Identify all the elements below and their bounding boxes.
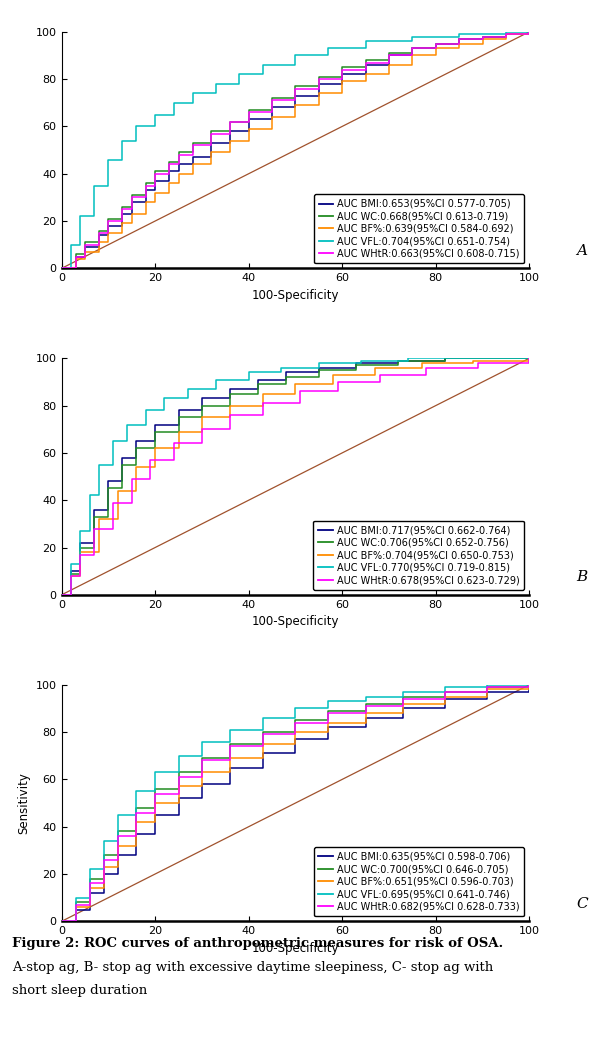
Legend: AUC BMI:0.717(95%CI 0.662-0.764), AUC WC:0.706(95%CI 0.652-0.756), AUC BF%:0.704: AUC BMI:0.717(95%CI 0.662-0.764), AUC WC… [314,521,524,590]
Legend: AUC BMI:0.635(95%CI 0.598-0.706), AUC WC:0.700(95%CI 0.646-0.705), AUC BF%:0.651: AUC BMI:0.635(95%CI 0.598-0.706), AUC WC… [314,847,524,916]
Y-axis label: Sensitivity: Sensitivity [17,772,30,834]
Text: short sleep duration: short sleep duration [12,984,148,997]
Text: A-stop ag, B- stop ag with excessive daytime sleepiness, C- stop ag with: A-stop ag, B- stop ag with excessive day… [12,961,493,973]
Text: C: C [576,897,588,911]
X-axis label: 100-Specificity: 100-Specificity [252,289,339,302]
X-axis label: 100-Specificity: 100-Specificity [252,941,339,955]
Text: Figure 2: ROC curves of anthropometric measures for risk of OSA.: Figure 2: ROC curves of anthropometric m… [12,937,503,950]
X-axis label: 100-Specificity: 100-Specificity [252,615,339,628]
Text: B: B [576,570,587,585]
Legend: AUC BMI:0.653(95%CI 0.577-0.705), AUC WC:0.668(95%CI 0.613-0.719), AUC BF%:0.639: AUC BMI:0.653(95%CI 0.577-0.705), AUC WC… [314,194,524,264]
Text: A: A [576,244,587,257]
